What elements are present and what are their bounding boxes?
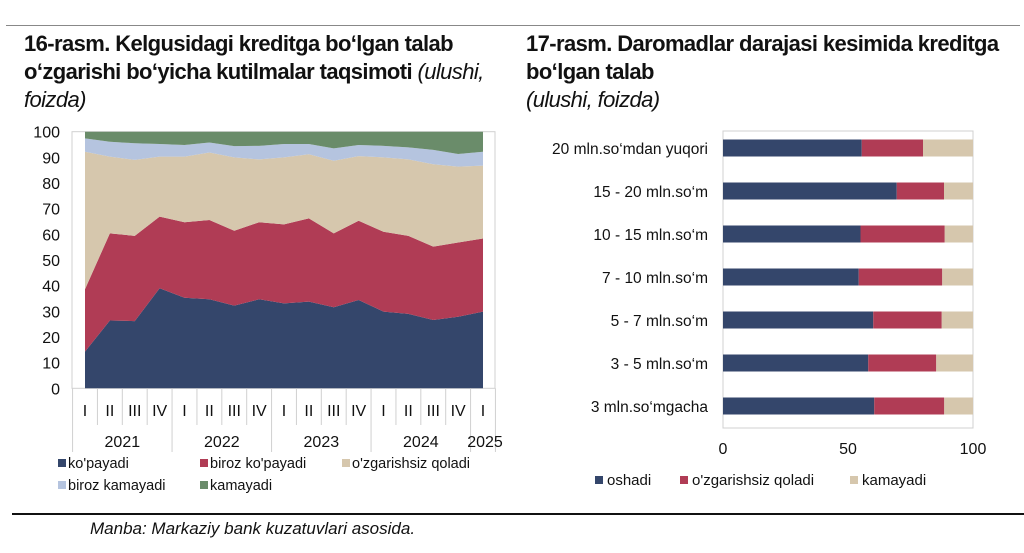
area-series-3: [85, 151, 483, 290]
y-tick-label: 100: [33, 125, 60, 142]
bar-segment-2: [861, 139, 923, 157]
category-label: 20 mln.so‘mdan yuqori: [552, 141, 708, 158]
year-label: 2023: [304, 434, 340, 451]
legend-label: o'zgarishsiz qoladi: [692, 472, 814, 489]
figure-16-title: 16-rasm. Kelgusidagi kreditga bo‘lgan ta…: [24, 30, 514, 114]
legend-label: ko'payadi: [68, 456, 129, 472]
y-tick-label: 70: [42, 202, 60, 219]
source-note: Manba: Markaziy bank kuzatuvlari asosida…: [90, 519, 416, 538]
area-series-1: [85, 288, 483, 389]
bar-segment-3: [923, 139, 973, 157]
y-tick-label: 50: [42, 253, 60, 270]
quarter-label: III: [327, 403, 340, 420]
figure-17-stacked-bar-chart: 20 mln.so‘mdan yuqori 15 - 20 mln.so‘m 10 …: [552, 130, 987, 489]
quarter-label: III: [128, 403, 141, 420]
area-series-2: [85, 216, 483, 352]
quarter-label: II: [404, 403, 413, 420]
legend-swatch: [850, 476, 858, 484]
legend-swatch: [680, 476, 688, 484]
year-label: 2022: [204, 434, 240, 451]
bar-segment-1: [723, 268, 859, 286]
x-tick-label: 0: [719, 441, 728, 458]
bar-segment-1: [723, 311, 874, 329]
x-tick-label: 50: [839, 441, 857, 458]
area-series-5: [85, 131, 483, 155]
bar-segment-1: [723, 397, 875, 415]
quarter-label: III: [228, 403, 241, 420]
legend-swatch: [595, 476, 603, 484]
bar-segment-3: [941, 311, 973, 329]
top-rule: [6, 25, 1020, 26]
quarter-label: IV: [451, 403, 466, 420]
year-label: 2024: [403, 434, 439, 451]
y-tick-label: 60: [42, 227, 60, 244]
bar-segment-1: [723, 139, 862, 157]
bar-segment-2: [874, 397, 945, 415]
legend-label: biroz kamayadi: [68, 478, 166, 494]
legend-label: oshadi: [607, 472, 651, 489]
legend-label: biroz ko'payadi: [210, 456, 306, 472]
y-tick-label: 80: [42, 176, 60, 193]
bar-segment-2: [873, 311, 942, 329]
year-label: 2025: [467, 434, 503, 451]
figure-16-title-main: 16-rasm. Kelgusidagi kreditga bo‘lgan ta…: [24, 31, 454, 84]
legend-swatch: [58, 459, 66, 467]
quarter-label: II: [205, 403, 214, 420]
legend-swatch: [200, 481, 208, 489]
legend-swatch: [342, 459, 350, 467]
quarter-label: II: [105, 403, 114, 420]
x-tick-label: 100: [960, 441, 987, 458]
legend-label: o'zgarishsiz qoladi: [352, 456, 470, 472]
bar-segment-2: [868, 354, 937, 372]
y-tick-label: 20: [42, 330, 60, 347]
quarter-label: I: [282, 403, 286, 420]
y-tick-label: 30: [42, 304, 60, 321]
quarter-label: I: [381, 403, 385, 420]
bar-segment-3: [944, 397, 973, 415]
legend-swatch: [200, 459, 208, 467]
y-tick-label: 40: [42, 279, 60, 296]
bottom-rule: [12, 513, 1024, 515]
quarter-label: IV: [252, 403, 267, 420]
area-series-4: [85, 138, 483, 167]
quarter-label: II: [304, 403, 313, 420]
figure-17-title: 17-rasm. Daromadlar darajasi kesimida kr…: [526, 30, 1006, 114]
quarter-label: I: [83, 403, 87, 420]
category-label: 3 mln.so‘mgacha: [591, 399, 709, 416]
y-tick-label: 90: [42, 150, 60, 167]
category-label: 3 - 5 mln.so‘m: [611, 356, 708, 373]
y-tick-label: 0: [51, 381, 60, 398]
legend-label: kamayadi: [862, 472, 926, 489]
quarter-label: IV: [152, 403, 167, 420]
year-label: 2021: [105, 434, 141, 451]
bar-segment-2: [860, 225, 945, 243]
legend-label: kamayadi: [210, 478, 272, 494]
quarter-label: IV: [351, 403, 366, 420]
quarter-label: I: [182, 403, 186, 420]
category-label: 5 - 7 mln.so‘m: [611, 313, 708, 330]
bar-segment-3: [936, 354, 973, 372]
category-label: 15 - 20 mln.so‘m: [593, 184, 708, 201]
bar-segment-3: [944, 225, 973, 243]
category-label: 10 - 15 mln.so‘m: [593, 227, 708, 244]
bar-segment-1: [723, 182, 897, 200]
bar-segment-3: [944, 182, 973, 200]
legend-swatch: [58, 481, 66, 489]
bar-segment-1: [723, 225, 861, 243]
bar-segment-2: [896, 182, 944, 200]
figure-17-title-unit: (ulushi, foizda): [526, 87, 660, 112]
figure-16-title-unit: (ulushi, foizda): [24, 59, 484, 112]
bar-segment-2: [858, 268, 943, 286]
figure-17-title-main: 17-rasm. Daromadlar darajasi kesimida kr…: [526, 31, 999, 84]
y-tick-label: 10: [42, 356, 60, 373]
quarter-label: III: [427, 403, 440, 420]
category-label: 7 - 10 mln.so‘m: [602, 270, 708, 287]
bar-segment-3: [942, 268, 973, 286]
quarter-label: I: [481, 403, 485, 420]
bar-segment-1: [723, 354, 869, 372]
